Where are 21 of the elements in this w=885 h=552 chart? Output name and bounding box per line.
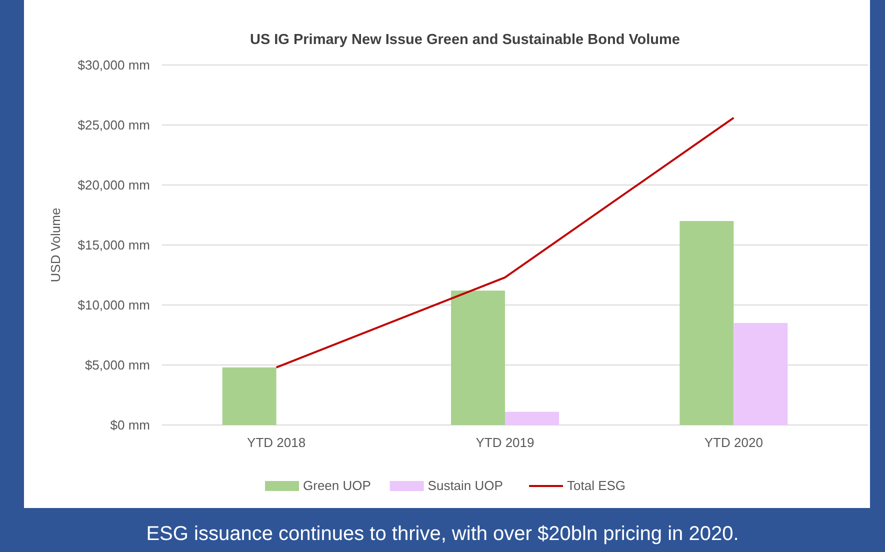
bar: [734, 323, 788, 425]
y-tick-label: $25,000 mm: [78, 118, 150, 132]
legend-label: Green UOP: [303, 478, 371, 493]
bar: [222, 367, 276, 425]
chart-title: US IG Primary New Issue Green and Sustainable Bond Volume: [250, 32, 680, 48]
x-tick-label: YTD 2020: [704, 435, 763, 450]
x-tick-label: YTD 2018: [247, 435, 306, 450]
bar: [451, 290, 505, 425]
legend-label: Sustain UOP: [428, 478, 503, 493]
y-tick-label: $20,000 mm: [78, 178, 150, 192]
y-tick-label: $10,000 mm: [78, 298, 150, 312]
text: ESG issuance continues to thrive, with over $20bln pricing in 2020.: [146, 523, 739, 545]
y-tick-label: $5,000 mm: [84, 358, 150, 372]
x-tick-label: YTD 2019: [476, 435, 534, 450]
y-tick-label: $15,000 mm: [78, 238, 150, 252]
bar: [680, 221, 734, 425]
y-tick-label: $30,000 mm: [78, 58, 150, 72]
legend-label: Total ESG: [567, 478, 626, 493]
y-axis-title: USD Volume: [48, 208, 63, 282]
bar: [505, 412, 559, 425]
y-tick-label: $0 mm: [110, 418, 150, 432]
